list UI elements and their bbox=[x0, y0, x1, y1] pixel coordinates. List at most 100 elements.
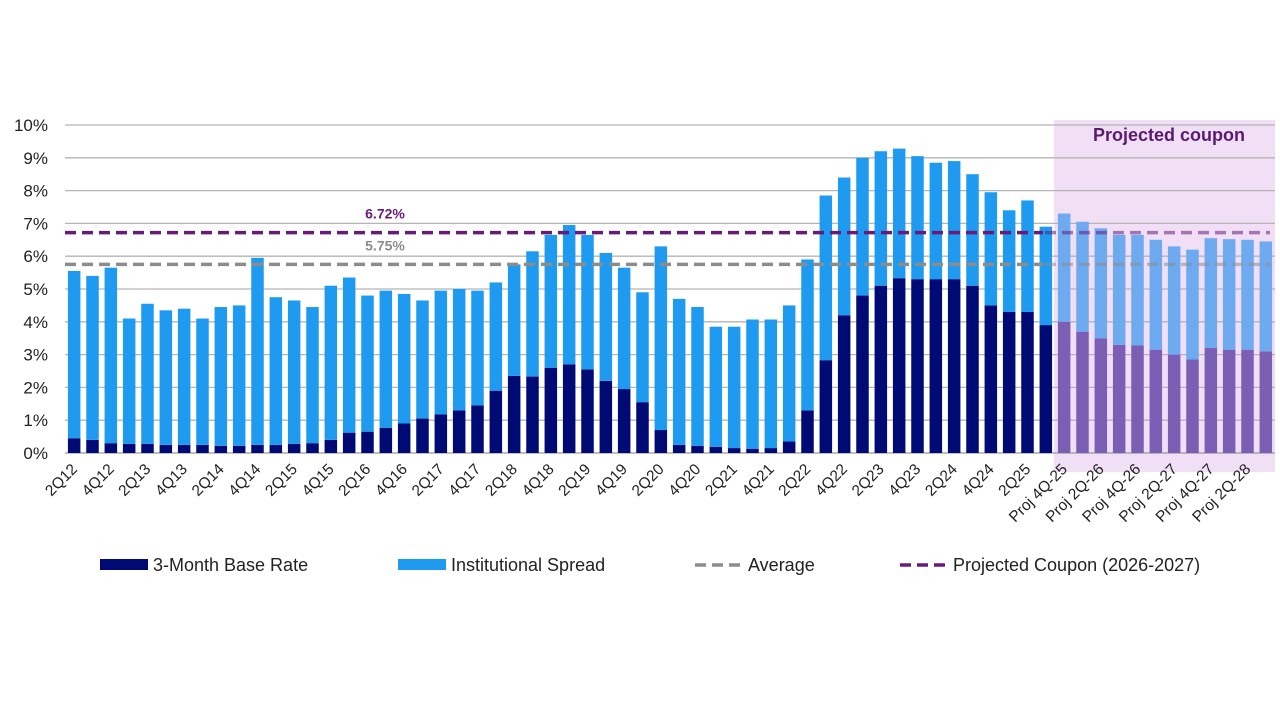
x-tick-label: 4Q20 bbox=[665, 461, 704, 500]
bar-institutional-spread bbox=[1112, 234, 1126, 345]
y-tick-label: 6% bbox=[23, 247, 48, 266]
bar-base-rate bbox=[159, 444, 173, 453]
bar-institutional-spread bbox=[727, 326, 741, 449]
bar-institutional-spread bbox=[122, 318, 136, 444]
bar-base-rate bbox=[1222, 349, 1236, 453]
bar-base-rate bbox=[306, 443, 319, 453]
legend-label: 3-Month Base Rate bbox=[153, 555, 308, 575]
x-tick-label: 2Q23 bbox=[849, 461, 888, 500]
bar-base-rate bbox=[764, 448, 778, 453]
x-tick-label: 2Q14 bbox=[189, 461, 228, 500]
y-tick-label: 4% bbox=[23, 313, 48, 332]
bar-institutional-spread bbox=[1131, 234, 1144, 346]
bar-institutional-spread bbox=[1094, 228, 1108, 339]
x-tick-label: 4Q14 bbox=[225, 461, 264, 500]
legend-label: Projected Coupon (2026-2027) bbox=[953, 555, 1200, 575]
bar-base-rate bbox=[287, 443, 301, 453]
bar-base-rate bbox=[1112, 344, 1126, 453]
bar-base-rate bbox=[1131, 345, 1144, 453]
bar-base-rate bbox=[1204, 348, 1218, 453]
bar-base-rate bbox=[782, 441, 796, 453]
bar-institutional-spread bbox=[1002, 210, 1016, 312]
y-tick-label: 8% bbox=[23, 182, 48, 201]
bar-institutional-spread bbox=[232, 305, 246, 446]
bar-institutional-spread bbox=[324, 285, 338, 440]
bar-base-rate bbox=[636, 402, 649, 453]
bar-institutional-spread bbox=[526, 251, 539, 377]
bar-institutional-spread bbox=[562, 225, 576, 365]
bar-base-rate bbox=[562, 364, 576, 453]
bar-institutional-spread bbox=[452, 289, 466, 411]
bar-institutional-spread bbox=[1204, 238, 1218, 349]
bar-institutional-spread bbox=[1167, 246, 1181, 355]
bar-base-rate bbox=[911, 279, 924, 453]
bar-base-rate bbox=[837, 315, 851, 453]
x-tick-label: 2Q20 bbox=[629, 461, 668, 500]
bar-institutional-spread bbox=[1186, 249, 1199, 360]
x-tick-label: 4Q19 bbox=[592, 461, 631, 500]
bar-institutional-spread bbox=[1222, 239, 1236, 350]
x-tick-label: 4Q21 bbox=[739, 461, 778, 500]
x-tick-label: 2Q24 bbox=[922, 461, 961, 500]
bar-base-rate bbox=[434, 414, 448, 453]
bar-institutional-spread bbox=[306, 307, 319, 444]
bar-institutional-spread bbox=[1149, 239, 1163, 350]
bar-institutional-spread bbox=[691, 307, 704, 446]
legend-swatch bbox=[100, 559, 148, 570]
bar-base-rate bbox=[856, 295, 869, 453]
bar-institutional-spread bbox=[837, 177, 851, 316]
x-tick-label: 2Q21 bbox=[702, 461, 741, 500]
bar-institutional-spread bbox=[361, 295, 374, 432]
legend-label: Institutional Spread bbox=[451, 555, 605, 575]
legend: 3-Month Base Rate Institutional Spread Ave… bbox=[100, 555, 1200, 575]
bar-institutional-spread bbox=[672, 298, 686, 445]
projected-region bbox=[1054, 120, 1275, 472]
x-tick-label: 4Q23 bbox=[885, 461, 924, 500]
bar-base-rate bbox=[874, 285, 888, 453]
bar-institutional-spread bbox=[177, 308, 191, 445]
x-tick-label: 4Q13 bbox=[152, 461, 191, 500]
y-tick-label: 9% bbox=[23, 149, 48, 168]
y-tick-label: 3% bbox=[23, 346, 48, 365]
bar-base-rate bbox=[672, 444, 686, 453]
bar-institutional-spread bbox=[929, 162, 943, 280]
bar-base-rate bbox=[892, 278, 906, 453]
bar-base-rate bbox=[1259, 351, 1273, 453]
x-tick-label: 2Q16 bbox=[335, 461, 374, 500]
bar-institutional-spread bbox=[764, 319, 778, 449]
bar-institutional-spread bbox=[1057, 213, 1071, 322]
y-tick-label: 10% bbox=[14, 116, 48, 135]
bar-base-rate bbox=[397, 423, 411, 453]
bar-base-rate bbox=[1094, 338, 1108, 453]
x-tick-label: 4Q12 bbox=[79, 461, 118, 500]
bar-base-rate bbox=[727, 448, 741, 453]
bar-institutional-spread bbox=[819, 195, 833, 361]
bar-institutional-spread bbox=[947, 161, 961, 280]
bar-base-rate bbox=[324, 439, 338, 453]
bar-institutional-spread bbox=[159, 310, 173, 445]
bar-base-rate bbox=[489, 390, 503, 453]
x-tick-label: 4Q18 bbox=[519, 461, 558, 500]
x-tick-label: 4Q17 bbox=[445, 461, 484, 500]
bar-institutional-spread bbox=[746, 319, 759, 449]
bar-institutional-spread bbox=[287, 300, 301, 444]
bar-base-rate bbox=[251, 444, 264, 453]
bar-base-rate bbox=[1167, 354, 1181, 453]
x-tick-label: 4Q16 bbox=[372, 461, 411, 500]
bar-institutional-spread bbox=[104, 267, 118, 444]
bar-institutional-spread bbox=[782, 305, 796, 442]
bar-institutional-spread bbox=[342, 277, 356, 433]
x-tick-label: 4Q22 bbox=[812, 461, 851, 500]
bar-institutional-spread bbox=[196, 318, 209, 445]
bar-institutional-spread bbox=[397, 293, 411, 424]
bar-institutional-spread bbox=[984, 192, 998, 306]
reference-line-label: 5.75% bbox=[365, 237, 405, 253]
bar-institutional-spread bbox=[856, 157, 869, 296]
bar-base-rate bbox=[746, 448, 759, 453]
bar-institutional-spread bbox=[416, 300, 429, 419]
bar-institutional-spread bbox=[581, 234, 594, 370]
y-tick-label: 1% bbox=[23, 411, 48, 430]
bar-base-rate bbox=[269, 444, 283, 453]
bar-base-rate bbox=[232, 445, 246, 453]
y-tick-label: 7% bbox=[23, 214, 48, 233]
